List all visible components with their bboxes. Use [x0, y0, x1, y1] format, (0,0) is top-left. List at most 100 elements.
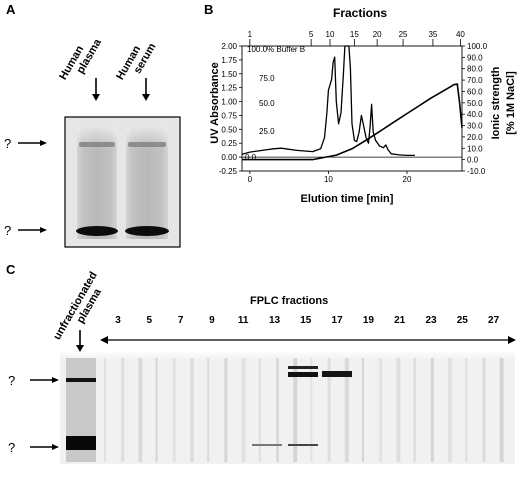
- fraction-number: 17: [331, 315, 343, 326]
- gel-lane-streak: [430, 358, 434, 462]
- x-tick-label: 0: [248, 175, 253, 184]
- y-tick-label: 1.00: [221, 98, 237, 107]
- y-right-tick-label: 20.0: [467, 133, 483, 142]
- x-tick-label: 20: [403, 175, 412, 184]
- fractions-range-arrow: [100, 336, 516, 344]
- gel-band: [288, 366, 318, 369]
- gel-band: [128, 142, 166, 147]
- panel-c-letter: C: [6, 262, 16, 277]
- gel-lane-streak: [327, 358, 331, 462]
- y-tick-label: 0.75: [221, 111, 237, 120]
- gel-band: [288, 444, 318, 446]
- gel-band: [79, 142, 115, 147]
- gel-lane-streak: [121, 358, 125, 462]
- fraction-tick-label: 15: [350, 30, 359, 39]
- y-tick-label: 0.00: [221, 153, 237, 162]
- y-tick-label: 1.50: [221, 70, 237, 79]
- right-arrow-icon: [18, 140, 47, 146]
- y-axis-label-right: Ionic strength: [490, 66, 502, 139]
- panel-a-letter: A: [6, 2, 16, 17]
- gel-lane-streak: [241, 358, 246, 462]
- down-arrow-icon: [92, 78, 100, 101]
- band-marker-upper-c: ?: [8, 373, 16, 388]
- fraction-number: 25: [456, 315, 468, 326]
- down-arrow-icon: [76, 330, 84, 352]
- y-right-tick-label: 10.0: [467, 144, 483, 153]
- chart-series: [241, 45, 463, 161]
- y-right-tick-label: 0.0: [467, 156, 479, 165]
- gel-lane-streak: [172, 358, 176, 462]
- fraction-number: 21: [394, 315, 406, 326]
- x-axis-label: Elution time [min]: [301, 193, 394, 205]
- gel-lane-streak: [413, 358, 416, 462]
- down-arrow-icon: [142, 78, 150, 101]
- y-right-tick-label: 60.0: [467, 87, 483, 96]
- gel-lane-streak: [448, 358, 452, 462]
- inner-tick-label: 75.0: [259, 74, 275, 83]
- gel-lane-streak: [104, 358, 106, 462]
- gel-band: [322, 371, 352, 377]
- right-arrow-icon: [30, 377, 59, 383]
- band-marker-upper-a: ?: [4, 136, 12, 151]
- y-tick-label: 0.50: [221, 125, 237, 134]
- gel-lane-streak: [224, 358, 228, 462]
- panel-a-graphic: [18, 78, 181, 248]
- gel-lane-streak: [482, 358, 486, 462]
- band-marker-lower-c: ?: [8, 440, 16, 455]
- inner-tick-label: 50.0: [259, 99, 275, 108]
- fraction-tick-label: 35: [428, 30, 437, 39]
- fraction-number: 9: [209, 315, 215, 326]
- right-arrow-icon: [18, 227, 47, 233]
- gel-band: [288, 372, 318, 377]
- fraction-tick-label: 40: [456, 30, 465, 39]
- y-axis-label-left: UV Absorbance: [209, 62, 221, 144]
- fplc-fractions-header: FPLC fractions: [250, 295, 329, 307]
- gel-lane-streak: [310, 358, 313, 462]
- right-arrow-icon: [30, 444, 59, 450]
- y-right-tick-label: -10.0: [467, 167, 486, 176]
- gel-band: [66, 436, 96, 450]
- gel-c: [60, 350, 515, 464]
- fraction-number: 23: [425, 315, 437, 326]
- y-tick-label: 2.00: [221, 42, 237, 51]
- series-uv-absorbance: [241, 45, 415, 157]
- fraction-number: 11: [237, 315, 249, 326]
- gel-lane-streak: [362, 358, 364, 462]
- buffer-label: 100.0% Buffer B: [247, 45, 305, 54]
- gel-lane-streak: [258, 358, 261, 462]
- fraction-tick-label: 1: [248, 30, 253, 39]
- fraction-number: 3: [115, 315, 121, 326]
- fraction-tick-label: 25: [399, 30, 408, 39]
- fraction-number: 19: [362, 315, 374, 326]
- gel-lane-streak: [465, 358, 468, 462]
- chart-axes: -0.250.000.250.500.751.001.251.501.752.0…: [219, 30, 488, 184]
- gel-band: [252, 444, 282, 446]
- gel-band: [125, 226, 169, 236]
- y-right-tick-label: 40.0: [467, 110, 483, 119]
- gel-lane-streak: [207, 358, 210, 462]
- panel-b-letter: B: [204, 2, 214, 17]
- fraction-tick-label: 5: [309, 30, 314, 39]
- y-right-tick-label: 70.0: [467, 76, 483, 85]
- gel-lane-streak: [276, 358, 279, 462]
- y-axis-label-right-unit: [% 1M NaCl]: [505, 71, 517, 135]
- gel-lane-streak: [499, 358, 504, 462]
- y-right-tick-label: 90.0: [467, 53, 483, 62]
- fraction-tick-label: 10: [326, 30, 335, 39]
- gel-lane-streak: [155, 358, 158, 462]
- gel-lane-streak: [396, 358, 401, 462]
- y-right-tick-label: 30.0: [467, 122, 483, 131]
- y-right-tick-label: 100.0: [467, 42, 488, 51]
- y-right-tick-label: 80.0: [467, 65, 483, 74]
- fraction-tick-label: 20: [373, 30, 382, 39]
- inner-tick-label: 25.0: [259, 127, 275, 136]
- y-right-tick-label: 50.0: [467, 99, 483, 108]
- gel-band: [66, 378, 96, 382]
- gel-lane-streak: [293, 358, 298, 462]
- fraction-number: 7: [177, 315, 184, 326]
- chromatogram-chart: Fractions UV Absorbance Ionic strength […: [209, 6, 517, 205]
- fraction-number: 27: [488, 315, 500, 326]
- series-ionic-strength: [242, 83, 463, 161]
- plot-frame: [241, 45, 463, 172]
- y-tick-label: 1.75: [221, 56, 237, 65]
